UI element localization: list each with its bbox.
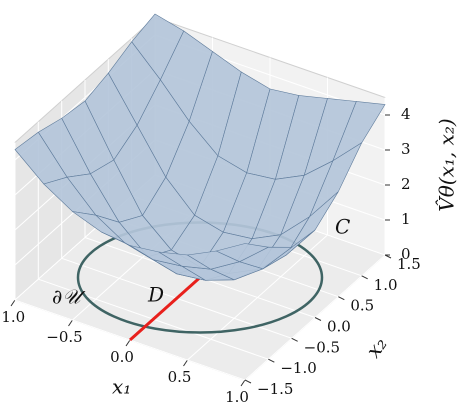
tick-mark — [268, 358, 275, 363]
tick-mark — [240, 379, 246, 387]
y-tick-label: −1.5 — [257, 380, 293, 398]
y-axis-label: x₂ — [361, 332, 392, 362]
y-tick-label: 1.5 — [397, 255, 421, 273]
y-tick-label: 0.0 — [327, 318, 351, 336]
tick-mark — [338, 296, 345, 301]
annotation: C — [335, 215, 350, 239]
tick-mark — [10, 299, 16, 307]
surface-patch — [215, 243, 270, 263]
tick-mark — [361, 275, 368, 280]
x-axis-label: x₁ — [112, 375, 131, 399]
tick-mark — [68, 319, 73, 327]
y-tick-label: −0.5 — [304, 338, 340, 356]
labels: ∂𝒰 D C x₁ x₂ V̂θ(x₁, x₂) — [52, 118, 459, 398]
z-tick-label: 0 — [401, 245, 411, 263]
tick-mark — [314, 317, 322, 321]
y-tick-label: 0.5 — [350, 297, 374, 315]
tick-mark — [244, 379, 252, 384]
segment-d — [129, 276, 201, 342]
y-tick-label: 1.0 — [374, 276, 398, 294]
annotation: D — [147, 283, 164, 307]
x-tick-label: −0.5 — [46, 328, 82, 346]
surface — [14, 13, 386, 281]
z-tick-label: 2 — [401, 175, 411, 193]
tick-mark — [125, 339, 131, 347]
z-axis-label: V̂θ(x₁, x₂) — [435, 118, 459, 211]
tick-mark — [291, 337, 298, 342]
tick-mark — [183, 359, 188, 367]
x-tick-label: −1.0 — [0, 308, 25, 326]
y-tick-label: −1.0 — [280, 359, 316, 377]
z-tick-label: 1 — [401, 210, 411, 228]
x-tick-label: 0.0 — [110, 348, 134, 366]
x-tick-label: 1.0 — [225, 388, 249, 406]
x-tick-label: 0.5 — [168, 368, 192, 386]
z-tick-label: 4 — [401, 105, 411, 123]
z-tick-label: 3 — [401, 140, 411, 158]
